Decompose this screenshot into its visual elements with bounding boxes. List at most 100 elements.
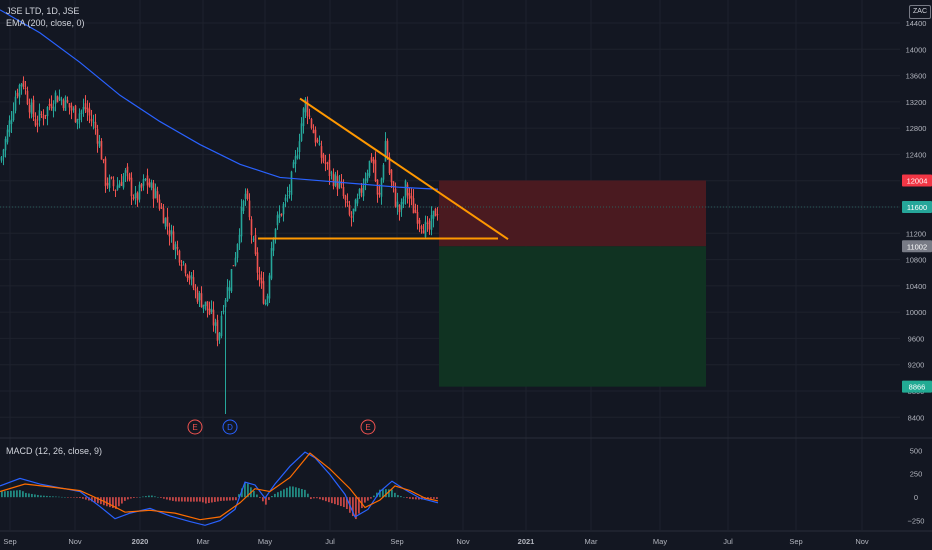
ema-label[interactable]: EMA (200, close, 0) <box>6 18 85 28</box>
macd-histogram-bar <box>208 497 210 503</box>
price-label-tag <box>902 174 932 187</box>
macd-histogram-bar <box>112 497 114 509</box>
symbol-label[interactable]: JSE LTD, 1D, JSE <box>6 6 80 16</box>
macd-histogram-bar <box>1 491 3 498</box>
candle-body <box>80 110 83 115</box>
candle-body <box>114 189 117 191</box>
candle-body <box>366 173 369 181</box>
macd-histogram-bar <box>370 497 372 499</box>
ema-legend: EMA (200, close, 0) <box>6 18 89 28</box>
candle-body <box>176 247 179 249</box>
candle-body <box>316 139 319 142</box>
time-tick-label: Jul <box>325 537 335 546</box>
macd-histogram-bar <box>160 497 162 498</box>
candle-body <box>52 106 55 111</box>
candle-body <box>372 159 375 164</box>
candle-body <box>434 208 437 217</box>
price-tick-label: 9600 <box>908 334 925 343</box>
macd-histogram-bar <box>124 497 126 501</box>
candle-body <box>178 250 181 263</box>
macd-histogram-bar <box>97 497 99 504</box>
candle-body <box>362 185 365 197</box>
candle-body <box>210 308 213 312</box>
macd-histogram-bar <box>406 497 408 499</box>
candle-body <box>398 205 401 213</box>
candle-body <box>86 107 89 113</box>
macd-histogram-bar <box>364 497 366 503</box>
macd-histogram-bar <box>265 497 267 505</box>
macd-histogram-bar <box>7 491 9 498</box>
candle-body <box>208 308 211 315</box>
macd-histogram-bar <box>295 487 297 498</box>
candle-body <box>72 108 75 110</box>
candle-body <box>212 309 215 326</box>
macd-histogram-bar <box>292 486 294 498</box>
macd-histogram-bar <box>214 497 216 502</box>
currency-badge[interactable]: ZAC <box>909 5 931 19</box>
candle-body <box>92 121 95 123</box>
macd-histogram-bar <box>376 492 378 498</box>
macd-line <box>0 451 439 526</box>
candle-body <box>396 201 399 207</box>
candle-body <box>356 197 359 204</box>
macd-histogram-bar <box>286 487 288 498</box>
candle-body <box>168 230 171 237</box>
macd-histogram-bar <box>70 497 72 498</box>
candle-body <box>400 201 403 210</box>
candle-body <box>96 129 99 144</box>
ema-200-line <box>0 9 439 190</box>
candle-body <box>344 195 347 201</box>
macd-histogram-bar <box>115 497 117 509</box>
candle-body <box>90 118 93 122</box>
candle-body <box>6 129 9 143</box>
macd-tick-label: −250 <box>908 517 925 526</box>
macd-signal-line <box>0 452 439 521</box>
candle-body <box>348 204 351 215</box>
macd-histogram-bar <box>337 497 339 506</box>
time-tick-label: Sep <box>3 537 16 546</box>
candle-body <box>202 304 205 309</box>
macd-histogram-bar <box>352 497 354 517</box>
macd-histogram-bar <box>379 489 381 498</box>
macd-histogram-bar <box>4 491 6 498</box>
price-label-text: 8866 <box>909 383 926 392</box>
macd-label[interactable]: MACD (12, 26, close, 9) <box>6 446 103 456</box>
macd-histogram-bar <box>235 497 237 501</box>
macd-histogram-bar <box>280 490 282 498</box>
candle-body <box>352 208 355 215</box>
candle-body <box>226 286 229 301</box>
macd-histogram-bar <box>19 490 21 498</box>
candle-body <box>40 114 43 116</box>
candle-body <box>314 129 317 143</box>
candle-body <box>414 209 417 213</box>
macd-histogram-bar <box>154 496 156 498</box>
macd-histogram-bar <box>403 497 405 498</box>
macd-histogram-bar <box>283 489 285 498</box>
candle-body <box>274 228 277 239</box>
macd-histogram-bar <box>328 497 330 503</box>
candle-body <box>296 154 299 159</box>
candle-body <box>26 90 29 105</box>
macd-histogram-bar <box>244 482 246 498</box>
macd-histogram-bar <box>28 493 30 498</box>
macd-histogram-bar <box>46 495 48 498</box>
candle-body <box>416 212 419 224</box>
candle-body <box>284 197 287 201</box>
candle-body <box>110 177 113 179</box>
macd-histogram-bar <box>382 488 384 498</box>
macd-histogram-bar <box>142 496 144 498</box>
time-tick-label: May <box>258 537 272 546</box>
candle-body <box>318 143 321 146</box>
candle-body <box>326 162 329 164</box>
candle-body <box>394 188 397 207</box>
candle-body <box>428 220 431 230</box>
time-tick-label: Nov <box>456 537 470 546</box>
macd-histogram-bar <box>145 496 147 498</box>
event-marker-label: E <box>192 423 197 432</box>
macd-histogram-bar <box>343 497 345 508</box>
macd-histogram-bar <box>277 492 279 498</box>
macd-histogram-bar <box>217 497 219 502</box>
candle-body <box>410 195 413 199</box>
candle-body <box>328 159 331 177</box>
